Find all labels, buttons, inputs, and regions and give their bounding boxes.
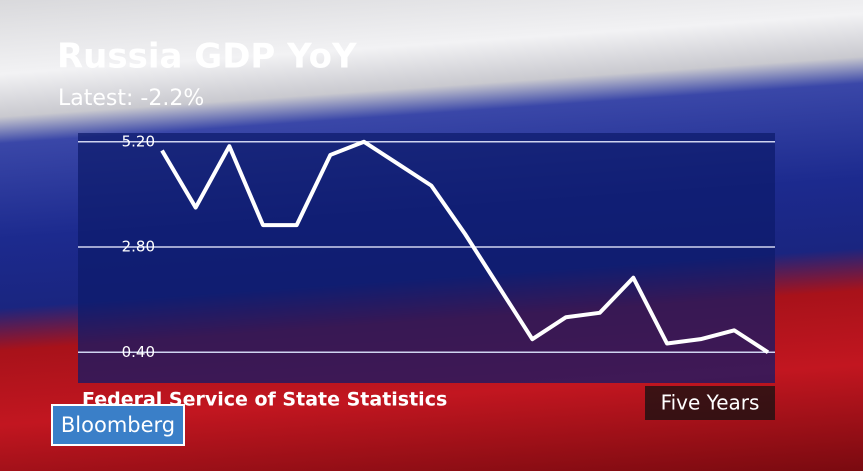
logo-box bbox=[51, 404, 185, 446]
period: Five Years bbox=[661, 391, 760, 415]
y-tick-label: 0.40 bbox=[122, 343, 155, 361]
plot-panel bbox=[78, 133, 775, 383]
period-box bbox=[645, 386, 775, 420]
y-tick-label: 5.20 bbox=[122, 132, 155, 150]
chart-title: Russia GDP YoY bbox=[57, 37, 357, 77]
y-tick-label: 2.80 bbox=[122, 238, 155, 256]
data-line bbox=[160, 139, 770, 354]
logo: Bloomberg bbox=[61, 413, 175, 437]
chart-subtitle: Latest: -2.2% bbox=[58, 86, 204, 111]
